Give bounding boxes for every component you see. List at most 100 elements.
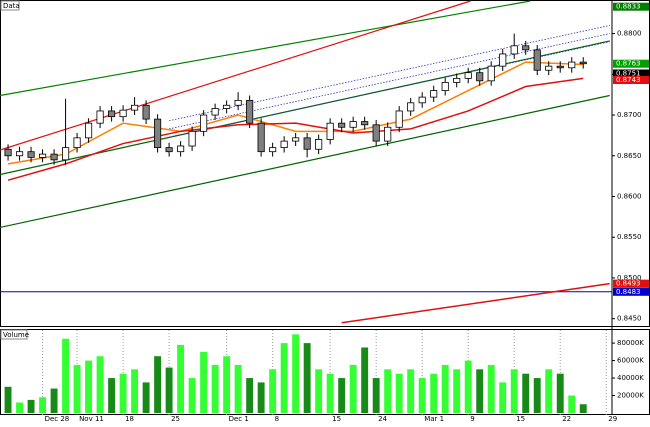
candle-body [27,151,35,158]
volume-bar [142,382,150,413]
x-tick-label: 15 [516,415,525,423]
x-tick-label: 22 [562,415,571,423]
x-tick-label: Dec 1 [229,415,249,423]
y-tick-label: 20000K [617,392,644,400]
volume-bar [223,356,231,413]
x-tick-label: Dec 28 [45,415,70,423]
volume-title-box [0,329,28,340]
chart-title: Data [3,2,20,10]
volume-bar [188,378,196,413]
candle-body [418,96,426,104]
x-tick-label: Nov 11 [79,415,104,423]
price-panel [0,0,650,327]
candle-body [119,109,127,118]
candle-body [533,49,541,71]
candle-body [257,122,265,153]
y-tick-label: 0.8600 [617,192,642,200]
volume-bar [200,351,208,413]
price-marker-label: 0.8751 [616,69,641,77]
volume-bar [487,364,495,413]
x-tick-label: 29 [608,415,617,423]
volume-bar [292,334,300,413]
candle-body [407,102,415,112]
candle-body [556,65,564,69]
volume-bar [4,386,12,413]
candle-body [246,99,254,124]
price-marker [613,69,649,78]
candle-body [85,122,93,139]
volume-bar [464,360,472,413]
x-tick-label: 15 [332,415,341,423]
volume-bar [211,364,219,413]
x-tick-label: Mar 1 [424,415,444,423]
candle-body [303,137,311,150]
volume-bar [177,344,185,413]
volume-bar [62,338,70,413]
candle-body [372,124,380,142]
candle-body [430,90,438,98]
candle-body [108,110,116,118]
price-marker [613,59,649,68]
y-tick-label: 80000K [617,339,644,347]
volume-bar [579,404,587,413]
volume-bar [154,356,162,413]
volume-bar [338,378,346,413]
volume-bar [280,343,288,413]
candle-body [338,122,346,128]
title-box [0,0,20,11]
candle-body [384,126,392,142]
volume-bar [73,364,81,413]
candle-body [522,45,530,51]
candle-body [154,118,162,149]
y-tick-label: 0.8700 [617,111,642,119]
volume-bar [246,378,254,413]
volume-bar [27,399,35,413]
volume-bar [372,378,380,413]
volume-bar [50,388,58,413]
volume-bar [545,369,553,413]
candle-body [349,121,357,128]
candle-body [315,139,323,150]
trendline [0,0,531,97]
candle-body [453,77,461,83]
candle-body [361,121,369,126]
volume-bar [384,369,392,413]
volume-title: Volume [3,331,29,339]
candle-body [292,137,300,142]
moving-average [341,282,610,324]
volume-bar [96,356,104,413]
moving-average [7,77,584,181]
volume-bar [441,364,449,413]
price-marker [613,287,649,296]
y-tick-label: 0.8650 [617,152,642,160]
volume-bar [315,369,323,413]
volume-bar [85,360,93,413]
volume-bar [257,382,265,413]
y-tick-label: 0.8550 [617,233,642,241]
y-tick-label: 0.8800 [617,30,642,38]
y-tick-label: 0.8450 [617,315,642,323]
volume-bar [165,367,173,413]
candle-body [15,151,24,157]
trendline [0,0,471,151]
price-marker [613,279,649,288]
candle-body [177,145,185,153]
volume-bar [510,369,518,413]
candle-body [499,53,507,67]
volume-bar [453,369,461,413]
volume-bar [522,373,530,413]
volume-bar [568,395,576,413]
candle-body [487,65,495,82]
candle-body [188,130,196,147]
price-marker-label: 0.8763 [616,60,641,68]
price-marker-label: 0.8493 [616,280,641,288]
x-tick-label: 25 [171,415,180,423]
moving-average [7,61,584,165]
candle-body [568,61,576,69]
candle-body [326,122,334,140]
price-marker [613,2,649,11]
volume-bar [349,364,357,413]
volume-bar [326,373,334,413]
candle-body [441,82,449,91]
